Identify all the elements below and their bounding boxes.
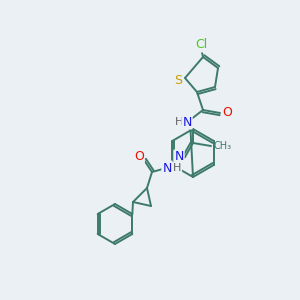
Text: S: S [174, 74, 182, 86]
Text: H: H [175, 117, 183, 127]
Text: Cl: Cl [195, 38, 207, 52]
Text: H: H [173, 163, 181, 173]
Text: N: N [174, 151, 184, 164]
Text: N: N [182, 116, 192, 128]
Text: CH₃: CH₃ [213, 141, 231, 151]
Text: O: O [134, 149, 144, 163]
Text: N: N [162, 161, 172, 175]
Text: O: O [222, 106, 232, 119]
